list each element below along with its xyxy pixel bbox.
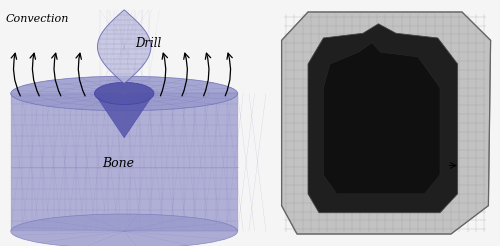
Polygon shape (94, 93, 154, 138)
Polygon shape (282, 12, 490, 234)
Polygon shape (324, 43, 440, 194)
Text: Convection: Convection (6, 14, 69, 24)
Ellipse shape (94, 82, 154, 105)
Polygon shape (98, 10, 151, 84)
Text: Drill: Drill (135, 37, 161, 50)
Ellipse shape (11, 214, 237, 246)
Ellipse shape (11, 76, 237, 111)
Polygon shape (11, 93, 237, 231)
Polygon shape (308, 24, 458, 213)
Text: Bone: Bone (102, 157, 134, 170)
